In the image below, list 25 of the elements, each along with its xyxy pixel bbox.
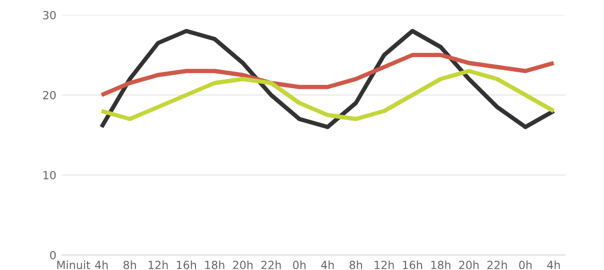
x-tick-label: 18h — [205, 260, 224, 270]
line-series — [99, 52, 556, 98]
x-tick-label: 4h — [321, 260, 334, 269]
x-tick-label: 16h — [403, 260, 422, 270]
x-tick-label: 20h — [459, 260, 479, 270]
x-tick-label: 4h — [547, 260, 560, 269]
x-tick-label: 8h — [124, 260, 136, 270]
y-tick-label: 0 — [50, 250, 56, 260]
y-tick-label: 30 — [43, 10, 56, 20]
x-tick-label: 20h — [233, 260, 252, 270]
y-tick-label: 20 — [43, 90, 56, 100]
x-tick-label: Minuit — [57, 260, 90, 270]
x-tick-label: 8h — [350, 260, 362, 270]
x-tick-label: 0h — [293, 260, 306, 270]
x-tick-label: 16h — [176, 260, 196, 270]
x-tick-label: 12h — [148, 260, 168, 269]
x-tick-label: 0h — [519, 260, 532, 270]
x-tick-label: 22h — [487, 260, 507, 269]
x-tick-label: 22h — [261, 260, 281, 269]
x-tick-label: 4h — [95, 260, 108, 269]
line-series — [99, 68, 556, 122]
line-series — [99, 28, 556, 130]
y-tick-label: 10 — [44, 170, 56, 180]
x-tick-label: 18h — [431, 260, 450, 270]
x-tick-label: 12h — [374, 260, 394, 269]
